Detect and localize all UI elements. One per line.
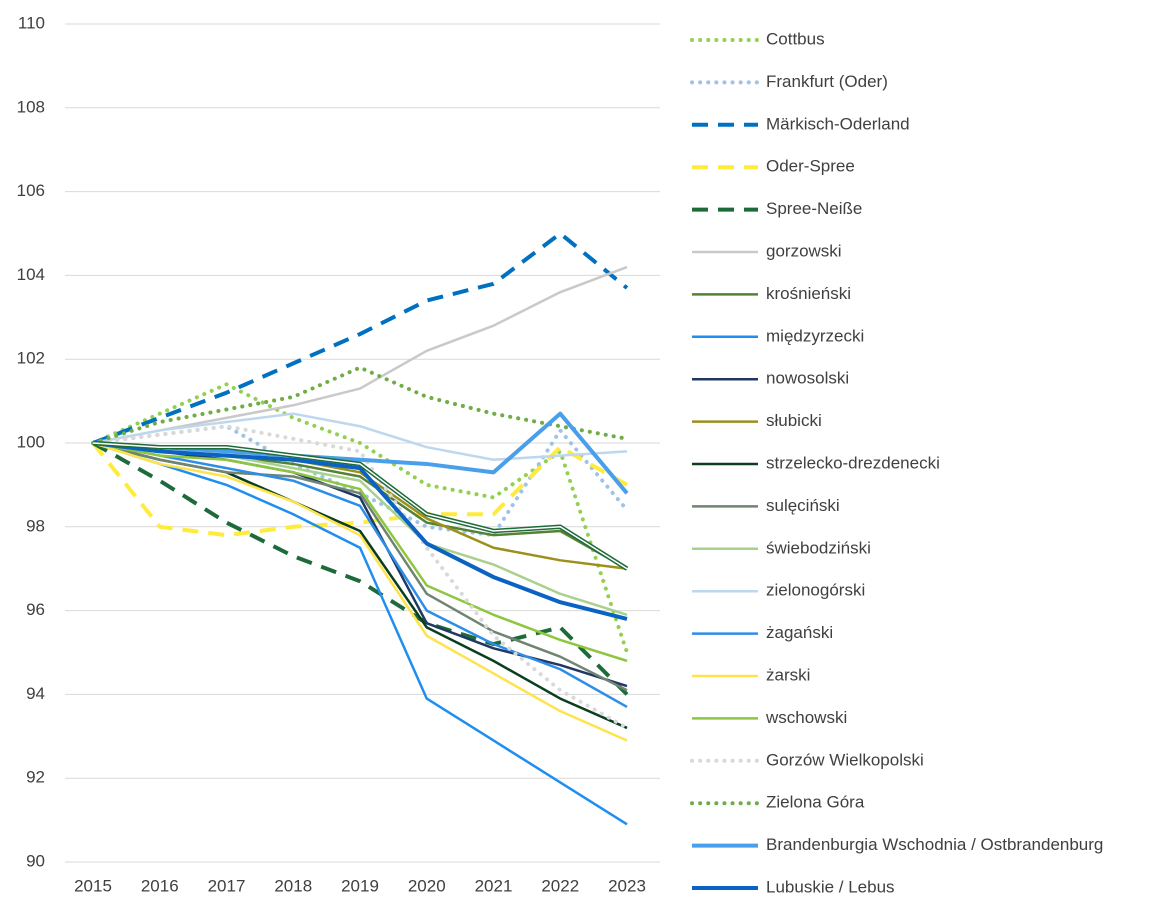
x-tick-label: 2019 <box>341 876 379 895</box>
y-tick-label: 96 <box>26 600 45 619</box>
series-line <box>91 441 628 538</box>
series-line <box>92 441 628 742</box>
series-line <box>92 441 628 663</box>
legend-label: strzelecko-drezdenecki <box>766 453 940 472</box>
x-tick-label: 2020 <box>408 876 446 895</box>
legend-label: Oder-Spree <box>766 157 855 176</box>
x-tick-label: 2017 <box>208 876 246 895</box>
legend-label: Märkisch-Oderland <box>766 114 910 133</box>
x-tick-label: 2015 <box>74 876 112 895</box>
legend-label: międzyrzecki <box>766 326 864 345</box>
y-tick-label: 98 <box>26 516 45 535</box>
legend-label: gorzowski <box>766 241 842 260</box>
x-tick-label: 2021 <box>475 876 513 895</box>
y-tick-label: 106 <box>17 181 45 200</box>
legend-label: świebodziński <box>766 538 871 557</box>
series-line <box>92 441 628 692</box>
legend-label: Frankfurt (Oder) <box>766 72 888 91</box>
legend-label: Brandenburgia Wschodnia / Ostbrandenburg <box>766 835 1103 854</box>
legend-label: zielonogórski <box>766 581 865 600</box>
y-tick-label: 102 <box>17 349 45 368</box>
series-line <box>92 265 628 445</box>
y-tick-label: 94 <box>26 684 45 703</box>
series-line <box>92 441 628 826</box>
series-line <box>92 441 628 709</box>
series-line <box>92 441 628 621</box>
legend-label: żarski <box>766 665 810 684</box>
legend-label: słubicki <box>766 411 822 430</box>
legend-label: nowosolski <box>766 369 849 388</box>
series-line <box>91 424 629 730</box>
x-tick-label: 2016 <box>141 876 179 895</box>
series-line <box>92 441 629 696</box>
legend-label: żagański <box>766 623 833 642</box>
y-tick-label: 108 <box>17 97 45 116</box>
x-tick-label: 2022 <box>541 876 579 895</box>
legend-label: Zielona Góra <box>766 793 865 812</box>
y-tick-label: 90 <box>26 851 45 870</box>
x-tick-label: 2018 <box>274 876 312 895</box>
legend-label: sulęciński <box>766 496 840 515</box>
legend-label: wschowski <box>765 708 847 727</box>
x-tick-label: 2023 <box>608 876 646 895</box>
legend-label: Gorzów Wielkopolski <box>766 750 924 769</box>
series-line <box>92 412 628 462</box>
legend-label: Cottbus <box>766 29 825 48</box>
y-tick-label: 100 <box>17 432 45 451</box>
series-line-inner <box>92 442 628 570</box>
y-tick-label: 92 <box>26 768 45 787</box>
series-line <box>92 231 629 445</box>
legend-label: Spree-Neiße <box>766 199 862 218</box>
legend-label: Lubuskie / Lebus <box>766 877 895 896</box>
y-tick-label: 110 <box>18 13 45 32</box>
legend-label: krośnieński <box>766 284 851 303</box>
y-tick-label: 104 <box>17 265 45 284</box>
series-line <box>92 441 628 730</box>
